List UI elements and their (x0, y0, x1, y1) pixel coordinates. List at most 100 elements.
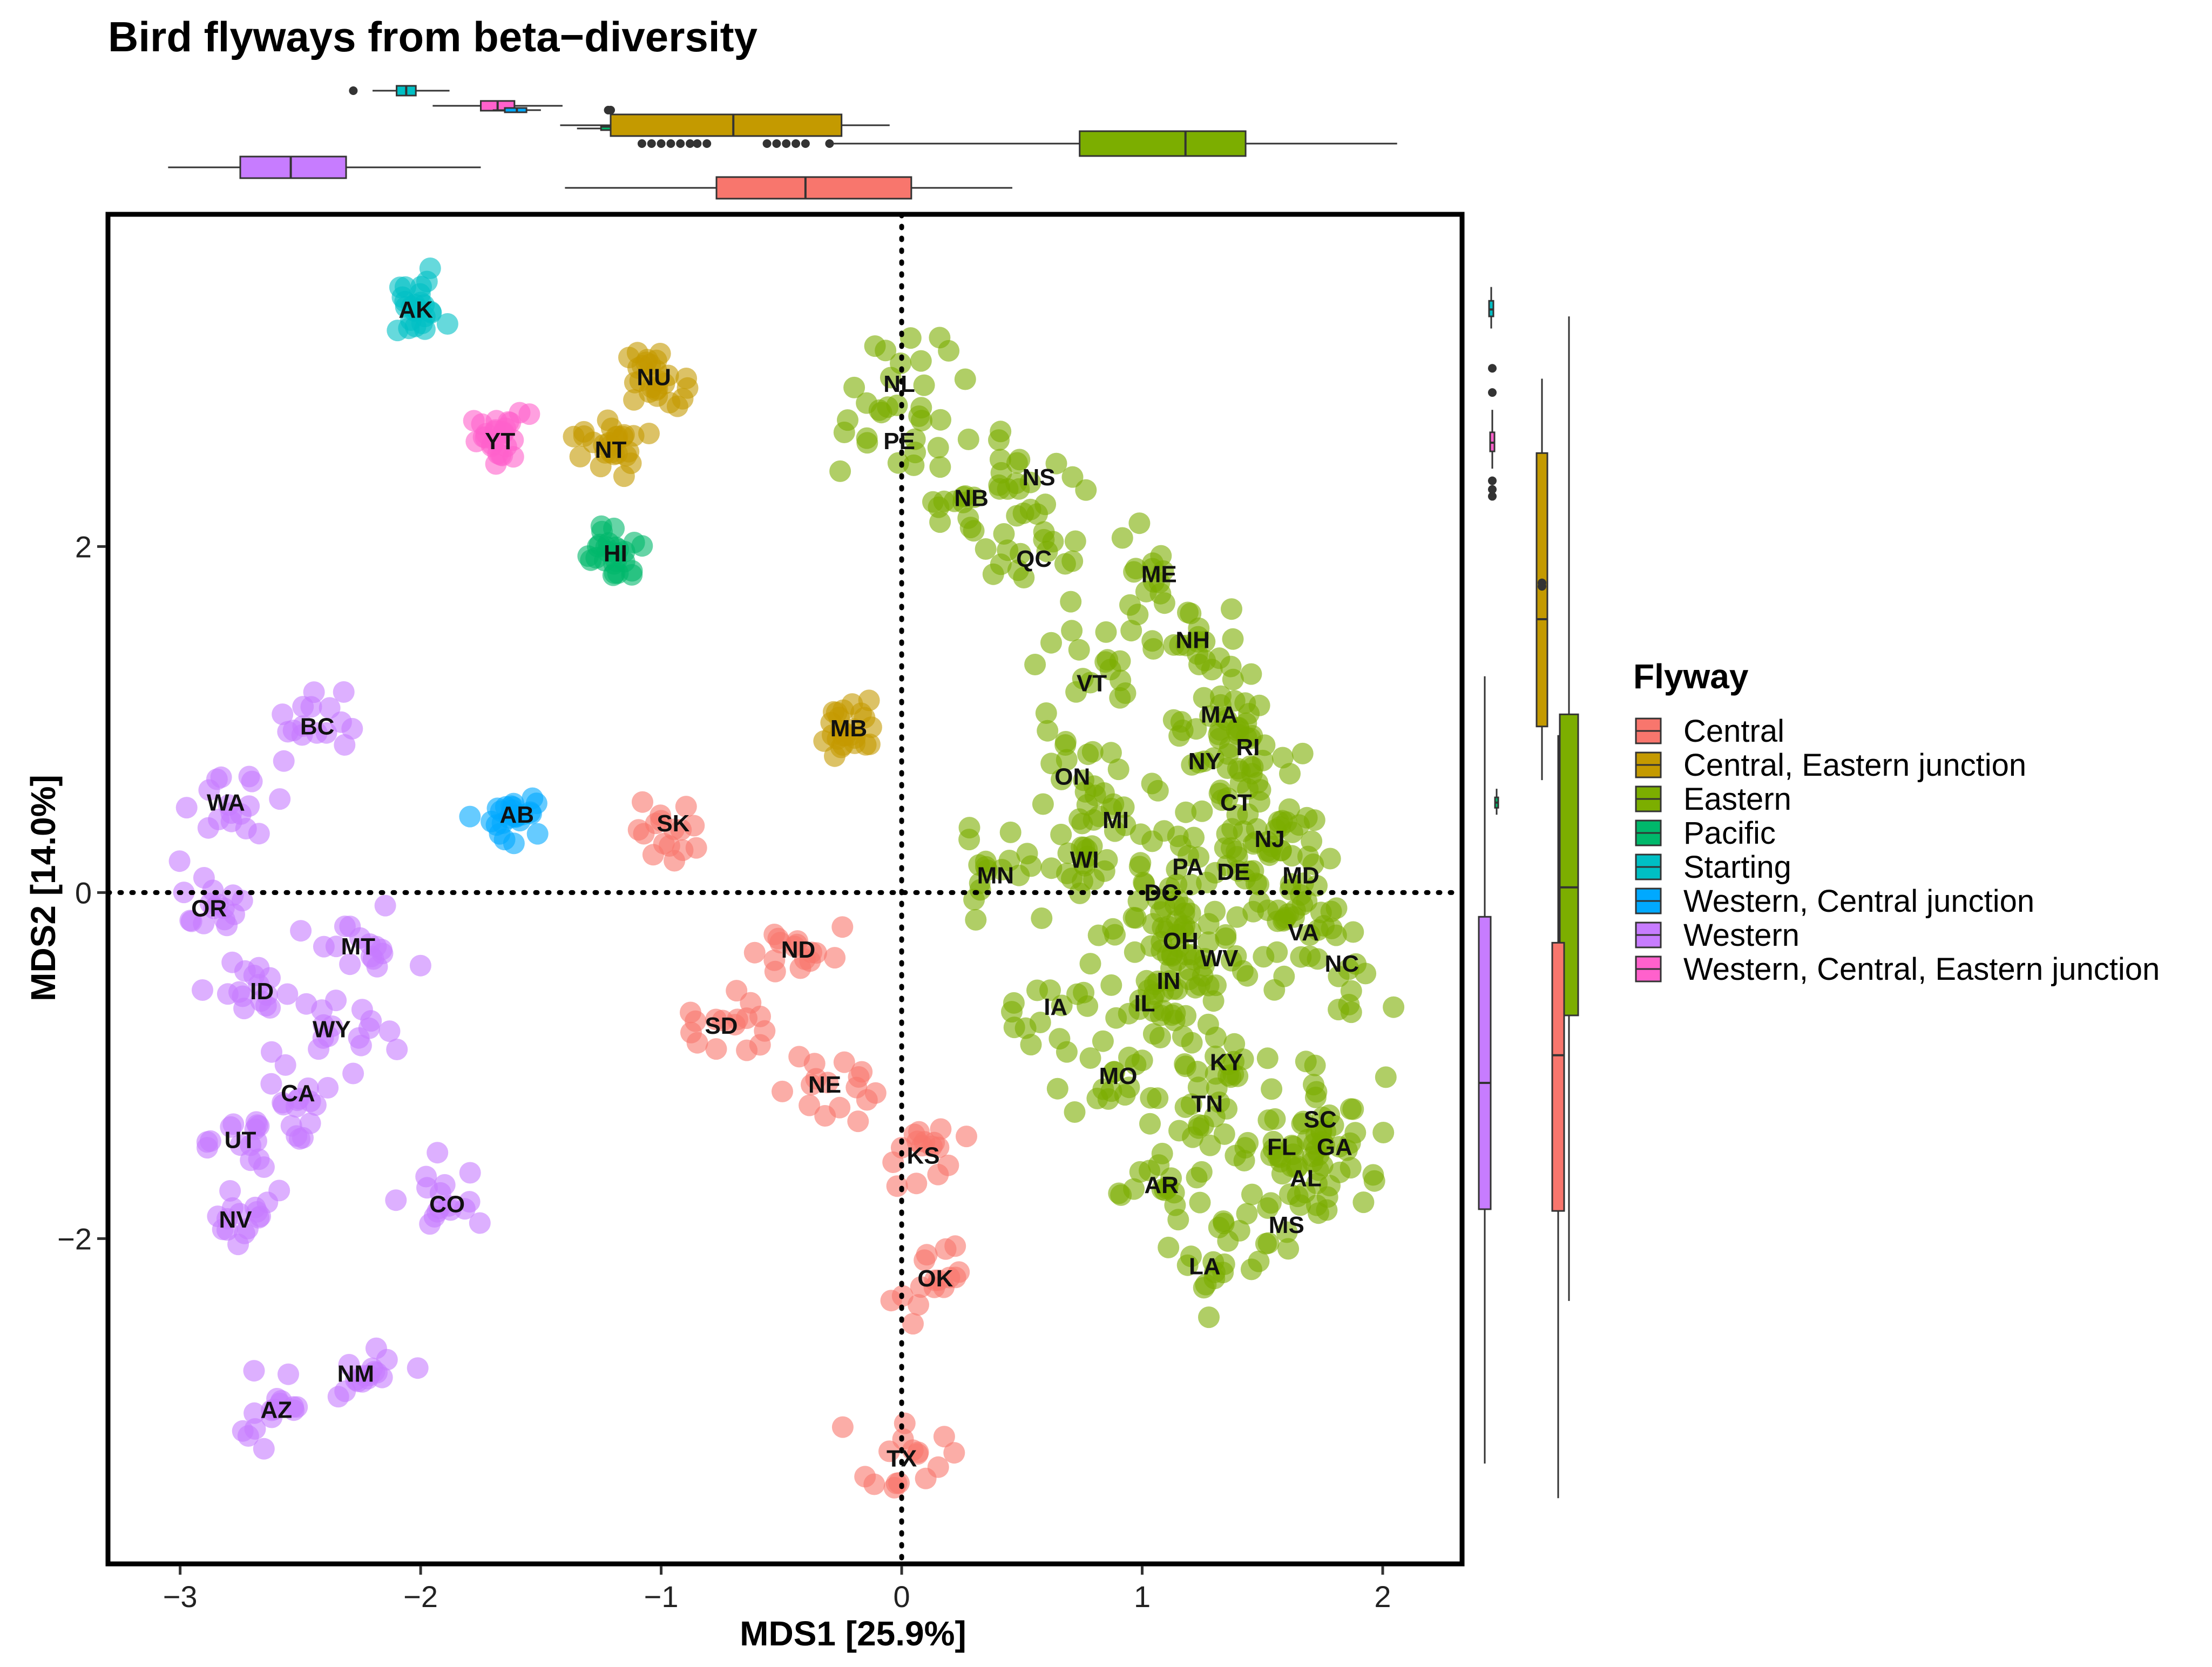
data-point (1337, 958, 1359, 980)
data-point (233, 998, 255, 1020)
data-point (1261, 1078, 1283, 1100)
data-point (274, 1054, 296, 1076)
data-point (256, 984, 278, 1006)
data-point (1216, 787, 1239, 809)
data-point (502, 429, 524, 451)
data-point (1064, 1101, 1086, 1123)
data-point (416, 1177, 438, 1199)
data-point (1061, 620, 1083, 642)
data-point (1127, 890, 1149, 912)
data-point (1108, 1182, 1130, 1204)
data-point (253, 1438, 275, 1460)
data-point (481, 810, 503, 832)
y-axis-title: MDS2 [14.0%] (24, 775, 63, 1001)
data-point (299, 1112, 321, 1134)
data-point (1167, 1209, 1189, 1231)
x-tick-label: 0 (893, 1580, 910, 1614)
data-point (885, 1472, 908, 1494)
data-point (799, 950, 821, 972)
outlier (702, 139, 712, 148)
data-point (1281, 821, 1303, 843)
data-point (472, 426, 495, 448)
right-marginal-boxplots (1478, 287, 1579, 1499)
data-point (389, 276, 411, 299)
point-label: ME (1141, 561, 1177, 588)
point-label: GA (1317, 1134, 1352, 1161)
data-point (1292, 872, 1314, 895)
x-tick-label: −1 (644, 1580, 679, 1614)
data-point (207, 1205, 229, 1228)
data-point (1031, 907, 1053, 929)
data-point (907, 1443, 929, 1465)
data-point (238, 795, 260, 817)
data-point (1102, 793, 1125, 815)
data-point (914, 1249, 936, 1271)
data-point (772, 1080, 793, 1102)
point-label: FL (1267, 1134, 1296, 1161)
data-point (241, 770, 263, 792)
data-point (1100, 742, 1122, 764)
data-point (1216, 757, 1239, 779)
data-point (1060, 591, 1082, 613)
data-point (197, 1137, 218, 1159)
x-tick-label: 1 (1134, 1580, 1151, 1614)
data-point (915, 1467, 937, 1489)
data-point (627, 357, 649, 379)
data-point (1199, 705, 1221, 727)
data-point (657, 364, 679, 387)
point-label: NB (954, 485, 989, 512)
data-point (1129, 823, 1152, 845)
data-point (1276, 1221, 1298, 1243)
data-point (423, 1206, 445, 1228)
data-point (503, 792, 525, 815)
data-point (1305, 1081, 1328, 1103)
outlier (1488, 476, 1497, 485)
point-label: NE (808, 1072, 841, 1098)
data-point (831, 916, 854, 938)
data-point (670, 819, 692, 841)
box (1559, 713, 1579, 1017)
data-point (814, 1105, 836, 1127)
data-point (1010, 543, 1032, 565)
data-point (1174, 1096, 1196, 1118)
data-point (1222, 628, 1244, 650)
data-point (829, 460, 851, 482)
data-point (219, 1180, 241, 1202)
data-point (705, 1008, 727, 1031)
data-point (358, 1017, 380, 1039)
data-point (1175, 944, 1198, 966)
point-label: OK (917, 1265, 953, 1292)
data-point (1129, 1161, 1151, 1183)
data-point (913, 374, 935, 396)
data-point (1141, 630, 1164, 652)
data-point (1118, 1076, 1140, 1099)
data-point (1256, 840, 1279, 862)
point-label: NJ (1254, 826, 1284, 852)
data-point (1107, 758, 1129, 781)
data-point (1352, 1191, 1375, 1214)
y-tick-label: 2 (75, 530, 92, 564)
data-point (427, 1142, 449, 1164)
data-point (1079, 1047, 1101, 1069)
outlier (693, 139, 702, 148)
data-point (175, 797, 198, 819)
data-point (1096, 849, 1118, 871)
data-point (1170, 711, 1192, 733)
data-point (908, 1294, 929, 1316)
data-point (1181, 754, 1203, 776)
data-point (1039, 979, 1061, 1001)
scatter-points (168, 257, 1405, 1499)
point-label: MD (1282, 862, 1319, 889)
data-point (317, 1077, 339, 1099)
data-point (1128, 512, 1151, 534)
data-point (638, 423, 660, 444)
data-point (1279, 763, 1301, 785)
point-labels: AK YT NU NT HI AB MB SK ND SD NE KS OK TX BC WA OR MT ID WY… (191, 296, 1359, 1472)
data-point (1050, 823, 1072, 845)
data-point (724, 1014, 746, 1036)
data-point (1172, 1025, 1194, 1047)
data-point (864, 1082, 887, 1104)
data-point (569, 445, 591, 467)
data-point (1240, 663, 1262, 685)
